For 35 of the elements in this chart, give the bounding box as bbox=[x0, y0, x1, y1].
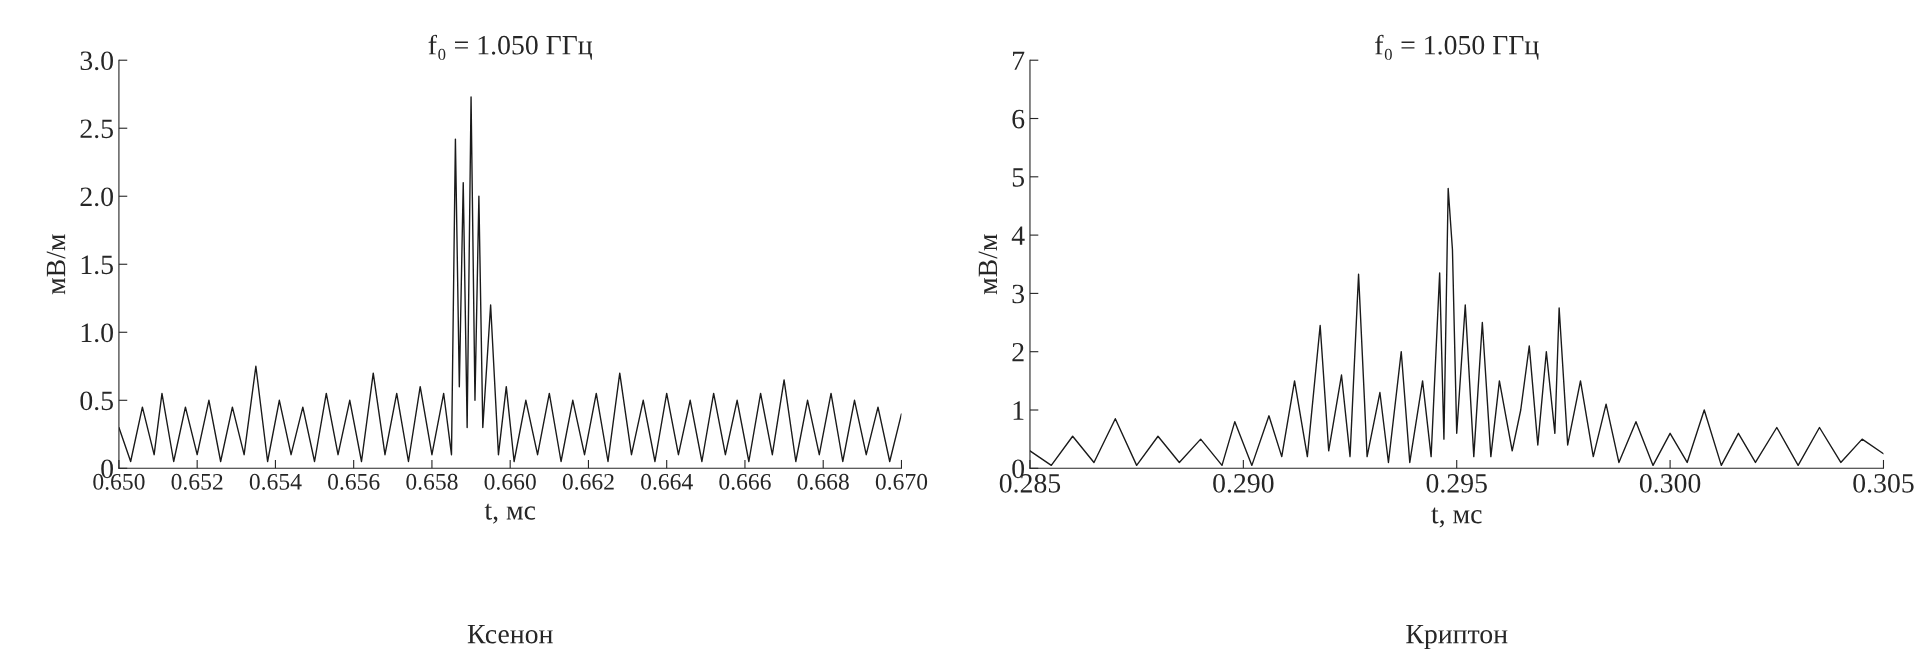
y-tick-label: 2.0 bbox=[80, 187, 113, 207]
x-tick-label: 0.656 bbox=[328, 473, 380, 490]
y-tick-label: 1.5 bbox=[81, 255, 113, 275]
x-tick-label: 0.305 bbox=[1853, 473, 1914, 493]
chart-title: f₀ = 1.050 ГГц bbox=[428, 34, 593, 61]
x-axis-title: t, мс bbox=[1431, 507, 1482, 528]
text: Криптон bbox=[1406, 624, 1508, 650]
y-tick-label: 3 bbox=[1012, 284, 1025, 304]
x-tick-label: 0.666 bbox=[719, 473, 771, 490]
x-axis-title: t, мс bbox=[484, 503, 536, 524]
x-tick-label: 0.660 bbox=[484, 473, 536, 490]
text: Ксенон bbox=[467, 624, 553, 644]
y-tick-label: 1.0 bbox=[81, 323, 113, 343]
x-tick-label: 0.668 bbox=[797, 473, 849, 490]
x-tick-label: 0.658 bbox=[406, 473, 458, 490]
y-tick-label: 7 bbox=[1013, 51, 1025, 70]
x-tick-label: 0.664 bbox=[641, 473, 693, 490]
y-axis-title: мВ/м bbox=[978, 234, 998, 295]
y-axis-title: мВ/м bbox=[46, 234, 66, 295]
x-tick-label: 0.652 bbox=[171, 473, 223, 490]
y-tick-label: 6 bbox=[1012, 109, 1025, 129]
x-tick-label: 0.670 bbox=[875, 473, 928, 490]
y-tick-label: 4 bbox=[1011, 226, 1025, 245]
x-tick-label: 0.295 bbox=[1426, 473, 1487, 493]
x-tick-label: 0.290 bbox=[1213, 473, 1274, 493]
y-tick-label: 0.5 bbox=[80, 391, 113, 411]
y-tick-label: 5 bbox=[1012, 168, 1025, 187]
chart-title: f₀ = 1.050 ГГц bbox=[1375, 34, 1539, 61]
x-tick-label: 0.654 bbox=[249, 473, 302, 490]
y-tick-label: 2 bbox=[1012, 342, 1024, 362]
y-tick-label: 1 bbox=[1013, 401, 1024, 420]
x-tick-label: 0.300 bbox=[1639, 473, 1701, 493]
y-tick-label: 2.5 bbox=[80, 119, 113, 139]
x-tick-label: 0.662 bbox=[562, 473, 614, 490]
y-tick-label: 3.0 bbox=[80, 51, 113, 71]
